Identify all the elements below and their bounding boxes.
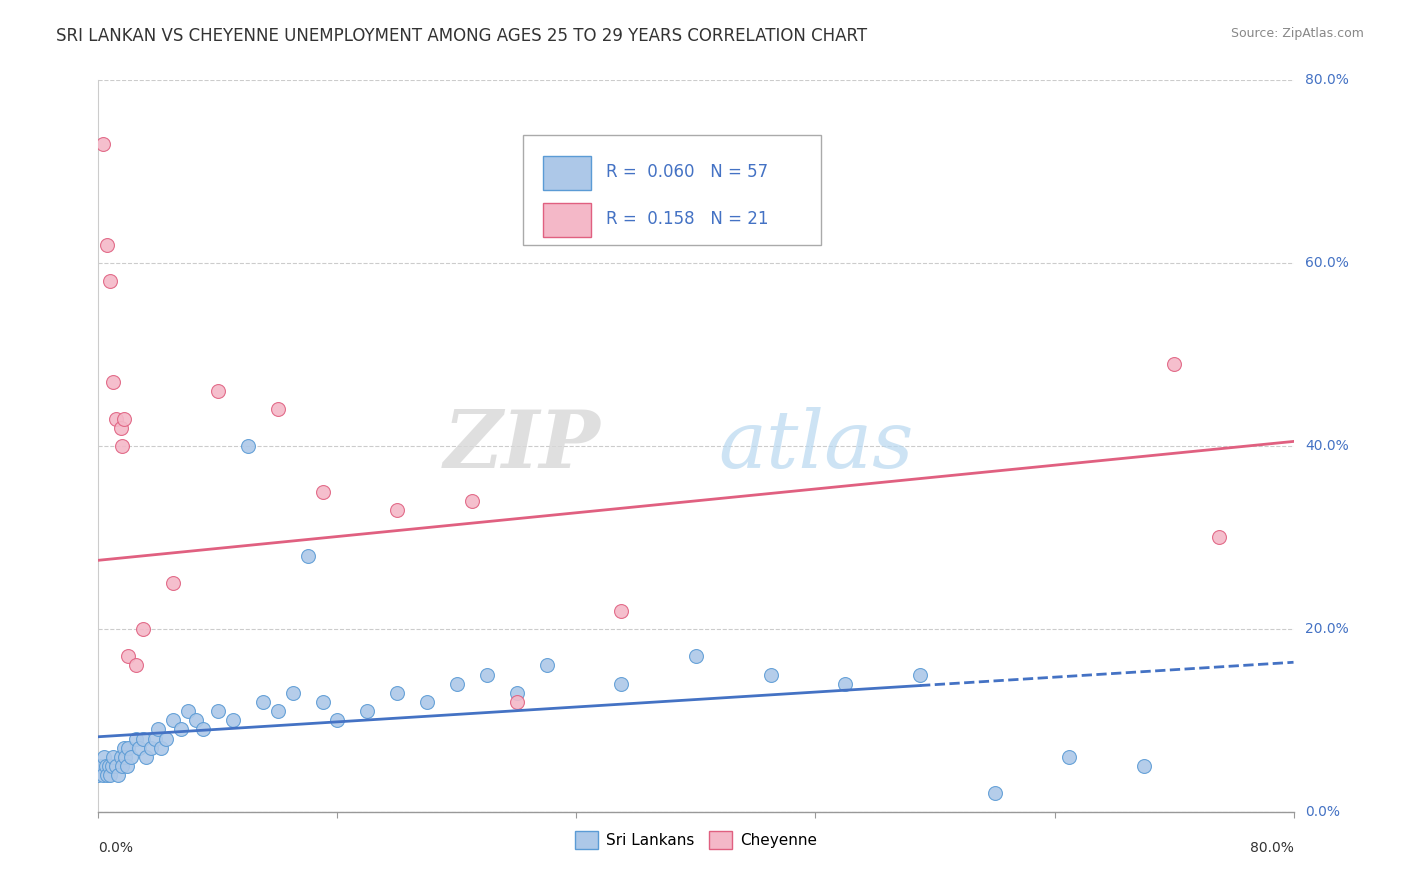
Point: [98, 275, 122, 289]
Point: [984, 787, 1007, 801]
Text: 0.0%: 0.0%: [98, 841, 134, 855]
Point: [155, 731, 177, 746]
Point: [132, 622, 155, 636]
Point: [311, 695, 333, 709]
Point: [222, 714, 245, 728]
Point: [107, 768, 129, 782]
Point: [125, 731, 148, 746]
Point: [281, 686, 304, 700]
Point: [1163, 357, 1185, 371]
Text: 20.0%: 20.0%: [1306, 622, 1350, 636]
Point: [91, 768, 114, 782]
Text: 80.0%: 80.0%: [1250, 841, 1294, 855]
Point: [97, 759, 120, 773]
FancyBboxPatch shape: [523, 135, 821, 244]
Text: ZIP: ZIP: [443, 408, 600, 484]
Text: 40.0%: 40.0%: [1306, 439, 1350, 453]
Point: [105, 411, 128, 425]
Point: [120, 749, 142, 764]
Point: [93, 749, 115, 764]
Text: Source: ZipAtlas.com: Source: ZipAtlas.com: [1230, 27, 1364, 40]
Point: [135, 749, 157, 764]
Text: 60.0%: 60.0%: [1306, 256, 1350, 270]
Point: [110, 421, 132, 435]
Point: [207, 384, 229, 398]
Point: [506, 686, 529, 700]
Point: [90, 759, 112, 773]
Point: [475, 667, 498, 681]
Point: [150, 740, 173, 755]
Point: [162, 714, 184, 728]
Point: [101, 759, 124, 773]
Point: [114, 749, 136, 764]
Point: [117, 740, 139, 755]
Point: [111, 759, 134, 773]
Point: [169, 723, 191, 737]
Point: [132, 731, 155, 746]
Point: [506, 695, 529, 709]
Point: [96, 768, 118, 782]
Text: 80.0%: 80.0%: [1306, 73, 1350, 87]
Point: [162, 576, 184, 591]
Point: [536, 658, 558, 673]
Point: [117, 649, 139, 664]
Point: [112, 411, 135, 425]
Point: [115, 759, 138, 773]
Text: 0.0%: 0.0%: [1306, 805, 1340, 819]
Point: [1059, 749, 1081, 764]
Point: [128, 740, 150, 755]
Point: [685, 649, 707, 664]
Point: [125, 658, 148, 673]
Point: [267, 704, 290, 718]
Point: [112, 740, 135, 755]
Point: [184, 714, 207, 728]
Point: [446, 676, 468, 690]
Point: [110, 749, 132, 764]
Point: [610, 676, 633, 690]
FancyBboxPatch shape: [543, 156, 591, 190]
Point: [1208, 530, 1230, 544]
Point: [111, 439, 134, 453]
Point: [311, 484, 333, 499]
Point: [105, 759, 128, 773]
Point: [143, 731, 166, 746]
Text: R =  0.158   N = 21: R = 0.158 N = 21: [606, 210, 769, 227]
Point: [148, 723, 170, 737]
Point: [252, 695, 274, 709]
Point: [139, 740, 162, 755]
Point: [759, 667, 782, 681]
Point: [908, 667, 931, 681]
Point: [94, 759, 117, 773]
Legend: Sri Lankans, Cheyenne: Sri Lankans, Cheyenne: [569, 824, 823, 855]
Point: [610, 603, 633, 617]
FancyBboxPatch shape: [543, 203, 591, 237]
Point: [297, 549, 319, 563]
Point: [91, 137, 114, 152]
Point: [96, 238, 118, 252]
Point: [103, 375, 125, 389]
Point: [207, 704, 229, 718]
Point: [834, 676, 856, 690]
Point: [177, 704, 200, 718]
Point: [191, 723, 214, 737]
Point: [385, 686, 409, 700]
Point: [87, 768, 110, 782]
Point: [267, 402, 290, 417]
Point: [98, 768, 122, 782]
Point: [236, 439, 259, 453]
Point: [1133, 759, 1156, 773]
Point: [103, 749, 125, 764]
Point: [326, 714, 349, 728]
Point: [416, 695, 439, 709]
Point: [385, 503, 409, 517]
Text: SRI LANKAN VS CHEYENNE UNEMPLOYMENT AMONG AGES 25 TO 29 YEARS CORRELATION CHART: SRI LANKAN VS CHEYENNE UNEMPLOYMENT AMON…: [56, 27, 868, 45]
Point: [356, 704, 378, 718]
Text: atlas: atlas: [718, 408, 912, 484]
Point: [461, 494, 484, 508]
Text: R =  0.060   N = 57: R = 0.060 N = 57: [606, 162, 769, 180]
